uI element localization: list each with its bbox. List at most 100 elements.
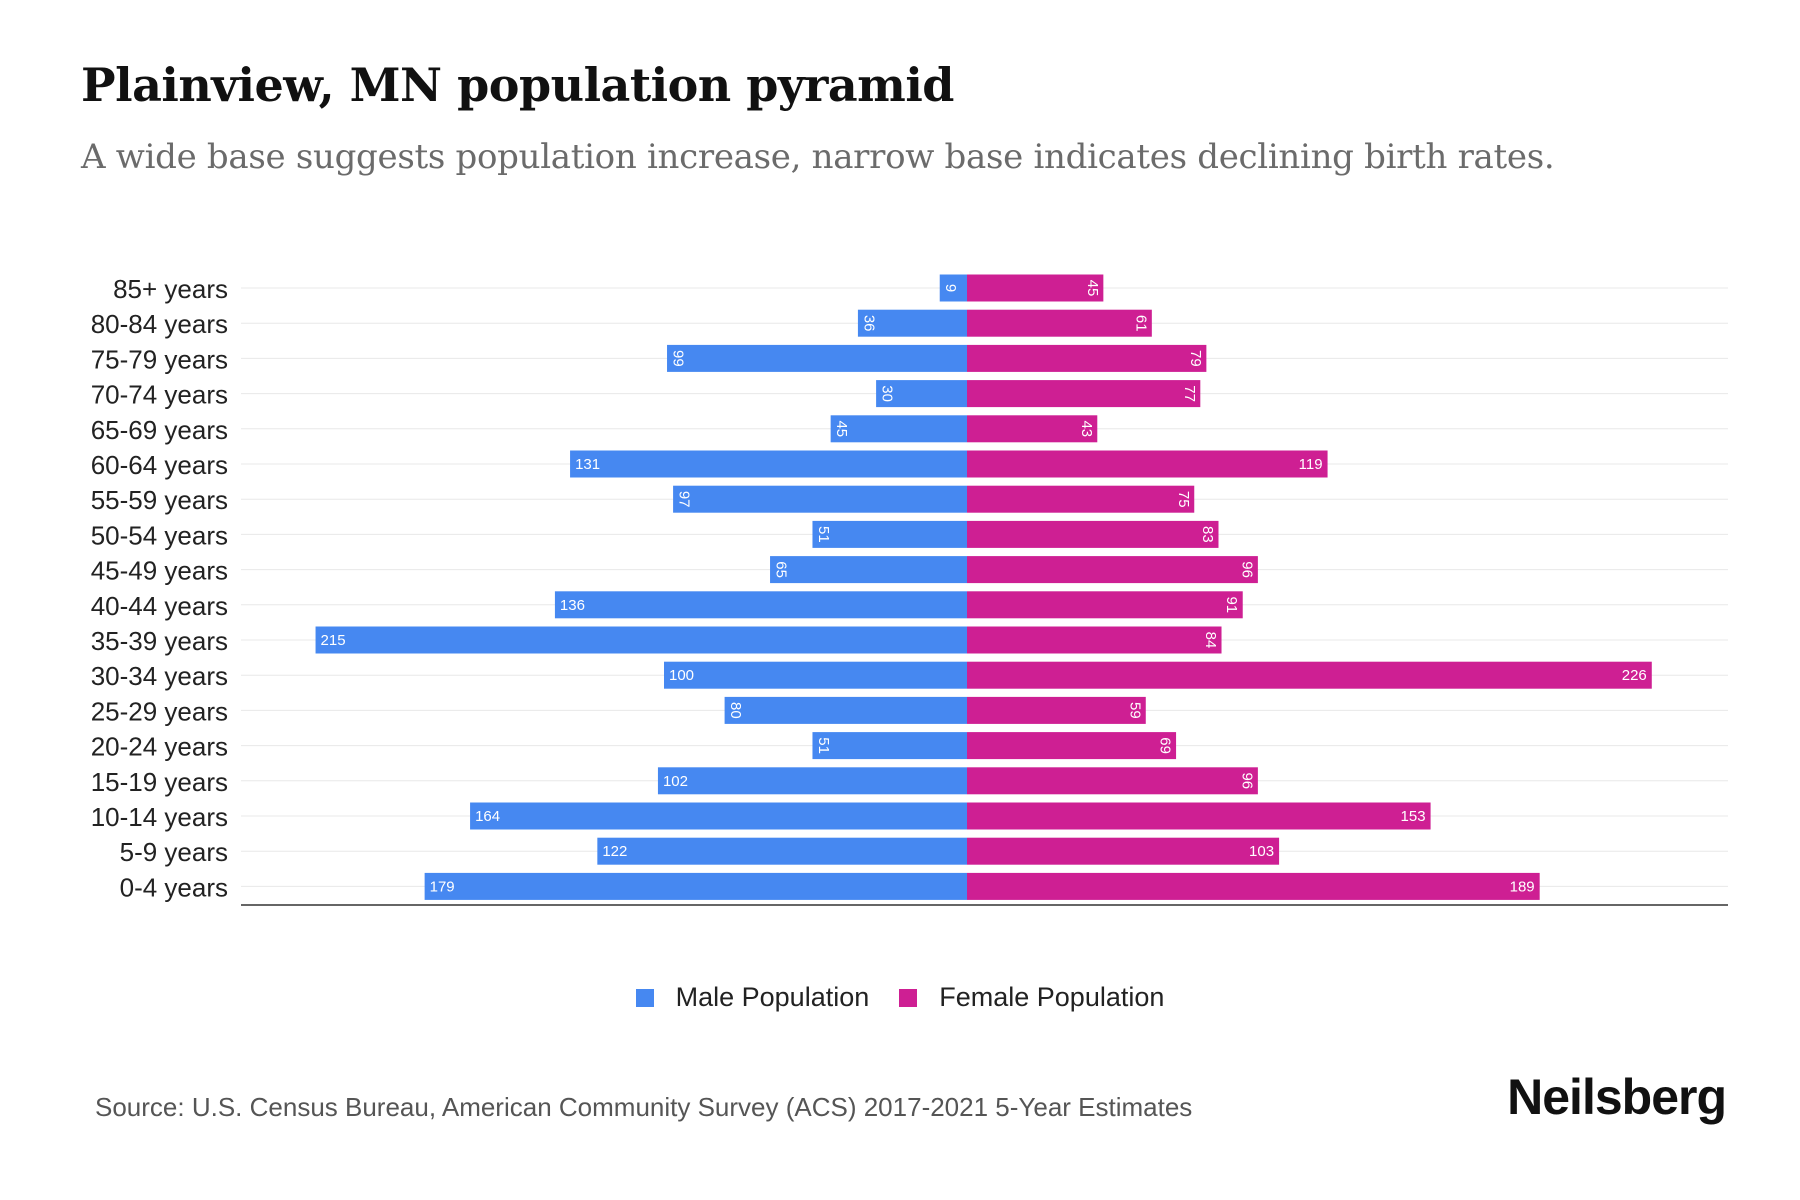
legend-item-female[interactable]: Female Population [899, 982, 1164, 1013]
male-bar [876, 380, 967, 408]
female-value-label: 79 [1187, 350, 1204, 367]
male-bar [570, 450, 967, 478]
category-label: 65-69 years [91, 415, 228, 445]
female-value-label: 61 [1132, 315, 1149, 332]
male-value-label: 9 [942, 284, 959, 292]
female-bar [967, 661, 1652, 689]
male-value-label: 99 [670, 350, 687, 367]
female-bar [967, 415, 1098, 443]
female-bar [967, 767, 1258, 795]
female-value-label: 43 [1078, 420, 1095, 437]
male-bar [554, 591, 967, 619]
female-bar [967, 274, 1104, 302]
category-label: 15-19 years [91, 767, 228, 797]
female-bar [967, 344, 1207, 372]
female-bar [967, 485, 1195, 513]
female-bar [967, 591, 1243, 619]
category-label: 60-64 years [91, 450, 228, 480]
chart-legend: Male Population Female Population [0, 982, 1800, 1013]
category-label: 20-24 years [91, 732, 228, 762]
chart-title: Plainview, MN population pyramid [81, 58, 954, 112]
male-bar [424, 872, 967, 900]
male-bar [857, 309, 967, 337]
brand-logo: Neilsberg [1507, 1069, 1727, 1125]
population-pyramid-chart: 85+ years 80-84 years 75-79 years 70-74 yea… [91, 274, 1728, 906]
male-bar [667, 344, 967, 372]
legend-swatch-female [899, 988, 918, 1007]
male-bar [470, 802, 967, 830]
male-bar [657, 767, 967, 795]
male-bar [770, 556, 967, 584]
male-value-label: 215 [321, 632, 346, 649]
male-value-label: 164 [475, 808, 500, 825]
male-value-label: 97 [676, 491, 693, 508]
male-value-label: 122 [602, 843, 627, 860]
category-label: 5-9 years [120, 837, 228, 867]
female-bar [967, 626, 1222, 654]
female-bar [967, 872, 1540, 900]
male-value-label: 51 [815, 526, 832, 543]
male-bar [597, 837, 967, 865]
male-value-label: 51 [815, 737, 832, 754]
female-value-label: 69 [1157, 737, 1174, 754]
legend-item-male[interactable]: Male Population [635, 982, 870, 1013]
female-value-label: 59 [1126, 702, 1143, 719]
male-bar [664, 661, 967, 689]
male-bar [812, 520, 967, 548]
female-value-label: 91 [1223, 596, 1240, 613]
category-label: 25-29 years [91, 696, 228, 726]
female-value-label: 96 [1238, 561, 1255, 578]
legend-swatch-male [635, 988, 654, 1007]
female-bar [967, 520, 1219, 548]
male-value-label: 36 [860, 315, 877, 332]
female-bar [967, 556, 1258, 584]
chart-subtitle: A wide base suggests population increase… [81, 137, 1555, 177]
male-bar [830, 415, 967, 443]
female-bar [967, 732, 1177, 760]
category-label: 85+ years [113, 274, 228, 304]
female-bar [967, 309, 1152, 337]
female-value-label: 103 [1249, 843, 1274, 860]
female-bar [967, 380, 1201, 408]
male-value-label: 179 [430, 878, 455, 895]
category-label: 50-54 years [91, 520, 228, 550]
male-value-label: 102 [663, 773, 688, 790]
female-value-label: 77 [1181, 385, 1198, 402]
female-value-label: 153 [1401, 808, 1426, 825]
category-label: 70-74 years [91, 380, 228, 410]
category-label: 30-34 years [91, 661, 228, 691]
male-value-label: 131 [575, 456, 600, 473]
legend-label-male: Male Population [675, 982, 870, 1012]
category-label: 0-4 years [120, 872, 228, 902]
male-value-label: 30 [879, 385, 896, 402]
category-label: 35-39 years [91, 626, 228, 656]
male-bar [673, 485, 967, 513]
female-value-label: 119 [1299, 456, 1323, 473]
legend-label-female: Female Population [939, 982, 1165, 1012]
female-bar [967, 450, 1328, 478]
category-label: 40-44 years [91, 591, 228, 621]
source-note: Source: U.S. Census Bureau, American Com… [95, 1092, 1193, 1122]
category-label: 80-84 years [91, 309, 228, 339]
female-value-label: 75 [1175, 491, 1192, 508]
female-bar [967, 837, 1280, 865]
male-bar [724, 696, 967, 724]
category-label: 45-49 years [91, 556, 228, 586]
female-bar [967, 802, 1431, 830]
female-value-label: 45 [1084, 280, 1101, 297]
female-value-label: 189 [1510, 878, 1535, 895]
male-value-label: 136 [560, 597, 585, 614]
male-bar [812, 732, 967, 760]
female-value-label: 96 [1238, 772, 1255, 789]
category-label: 75-79 years [91, 344, 228, 374]
male-value-label: 45 [833, 420, 850, 437]
category-label: 10-14 years [91, 802, 228, 832]
female-value-label: 83 [1199, 526, 1216, 543]
female-bar [967, 696, 1146, 724]
male-value-label: 65 [773, 561, 790, 578]
female-value-label: 84 [1202, 632, 1219, 649]
male-bar [315, 626, 967, 654]
male-bar [939, 274, 967, 302]
male-value-label: 100 [669, 667, 694, 684]
female-value-label: 226 [1622, 667, 1647, 684]
